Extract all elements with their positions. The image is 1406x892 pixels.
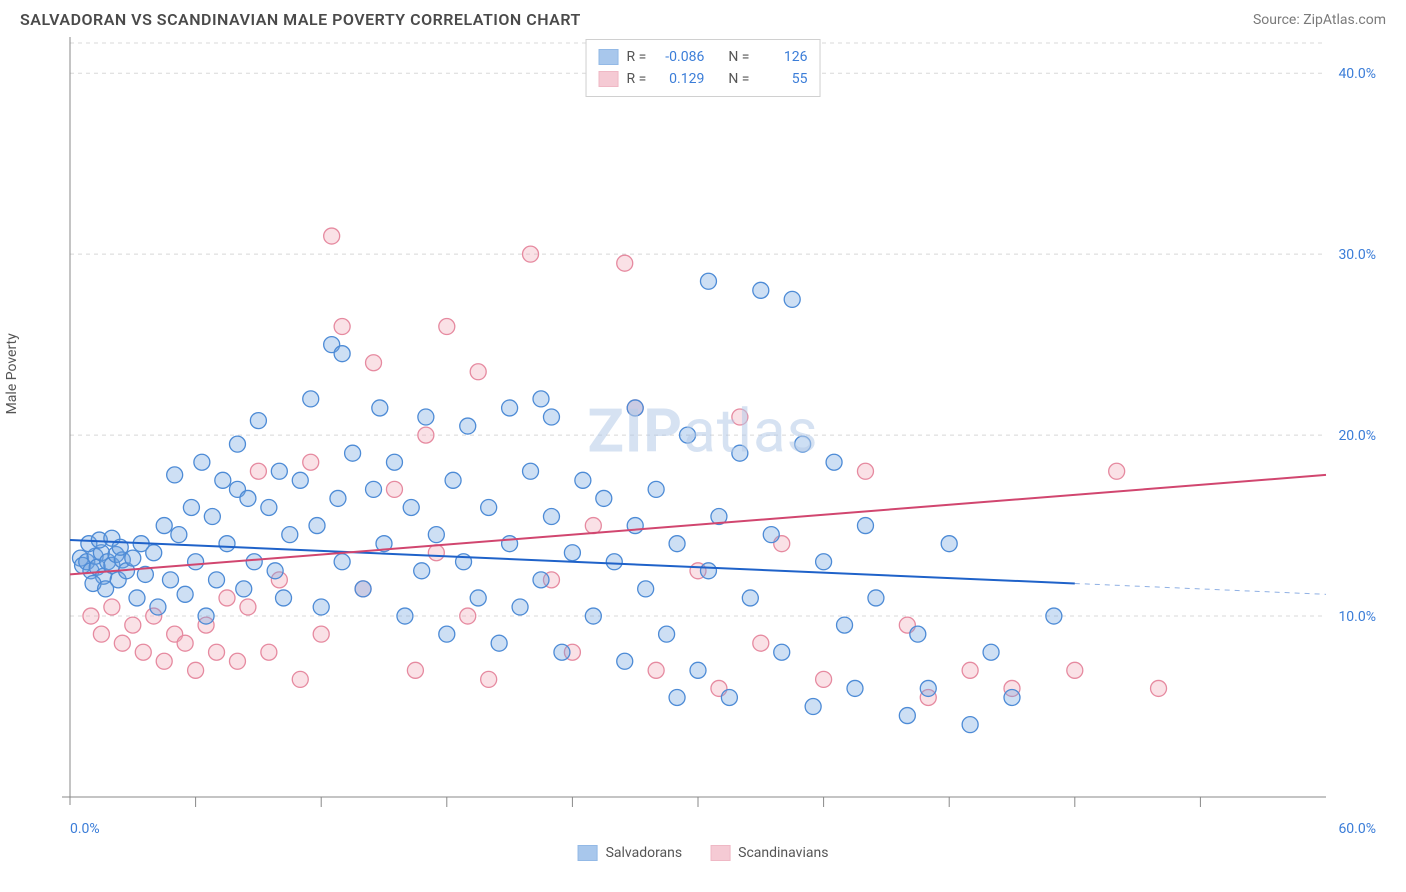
r-label: R = — [627, 49, 647, 65]
swatch-icon — [578, 845, 598, 861]
swatch-icon — [599, 71, 619, 87]
series-legend: Salvadorans Scandinavians — [578, 845, 829, 861]
y-axis-label: Male Poverty — [4, 333, 20, 414]
svg-text:40.0%: 40.0% — [1338, 66, 1376, 82]
r-value: -0.086 — [654, 49, 704, 65]
chart-title: SALVADORAN VS SCANDINAVIAN MALE POVERTY … — [20, 10, 581, 29]
swatch-icon — [599, 49, 619, 65]
r-label: R = — [627, 71, 647, 87]
svg-text:60.0%: 60.0% — [1338, 821, 1376, 837]
correlation-legend: R = -0.086 N = 126 R = 0.129 N = 55 — [586, 39, 821, 97]
swatch-icon — [710, 845, 730, 861]
n-value: 126 — [757, 49, 807, 65]
r-value: 0.129 — [654, 71, 704, 87]
n-label: N = — [728, 49, 749, 65]
legend-label: Salvadorans — [606, 845, 683, 861]
legend-item-salvadorans: Salvadorans — [578, 845, 683, 861]
legend-item-scandinavians: Scandinavians — [710, 845, 828, 861]
n-value: 55 — [757, 71, 807, 87]
scatter-chart: 10.0% 20.0% 30.0% 40.0% 0.0% 60.0% — [20, 37, 1386, 857]
svg-text:0.0%: 0.0% — [70, 821, 100, 837]
legend-row-scandinavians: R = 0.129 N = 55 — [599, 68, 808, 90]
svg-text:20.0%: 20.0% — [1338, 428, 1376, 444]
svg-text:30.0%: 30.0% — [1338, 247, 1376, 263]
legend-label: Scandinavians — [738, 845, 828, 861]
legend-row-salvadorans: R = -0.086 N = 126 — [599, 46, 808, 68]
source-attribution: Source: ZipAtlas.com — [1253, 12, 1386, 28]
n-label: N = — [728, 71, 749, 87]
svg-text:10.0%: 10.0% — [1338, 609, 1376, 625]
chart-container: Male Poverty ZIPatlas 10.0%20.0%30.0%40.… — [20, 37, 1386, 857]
